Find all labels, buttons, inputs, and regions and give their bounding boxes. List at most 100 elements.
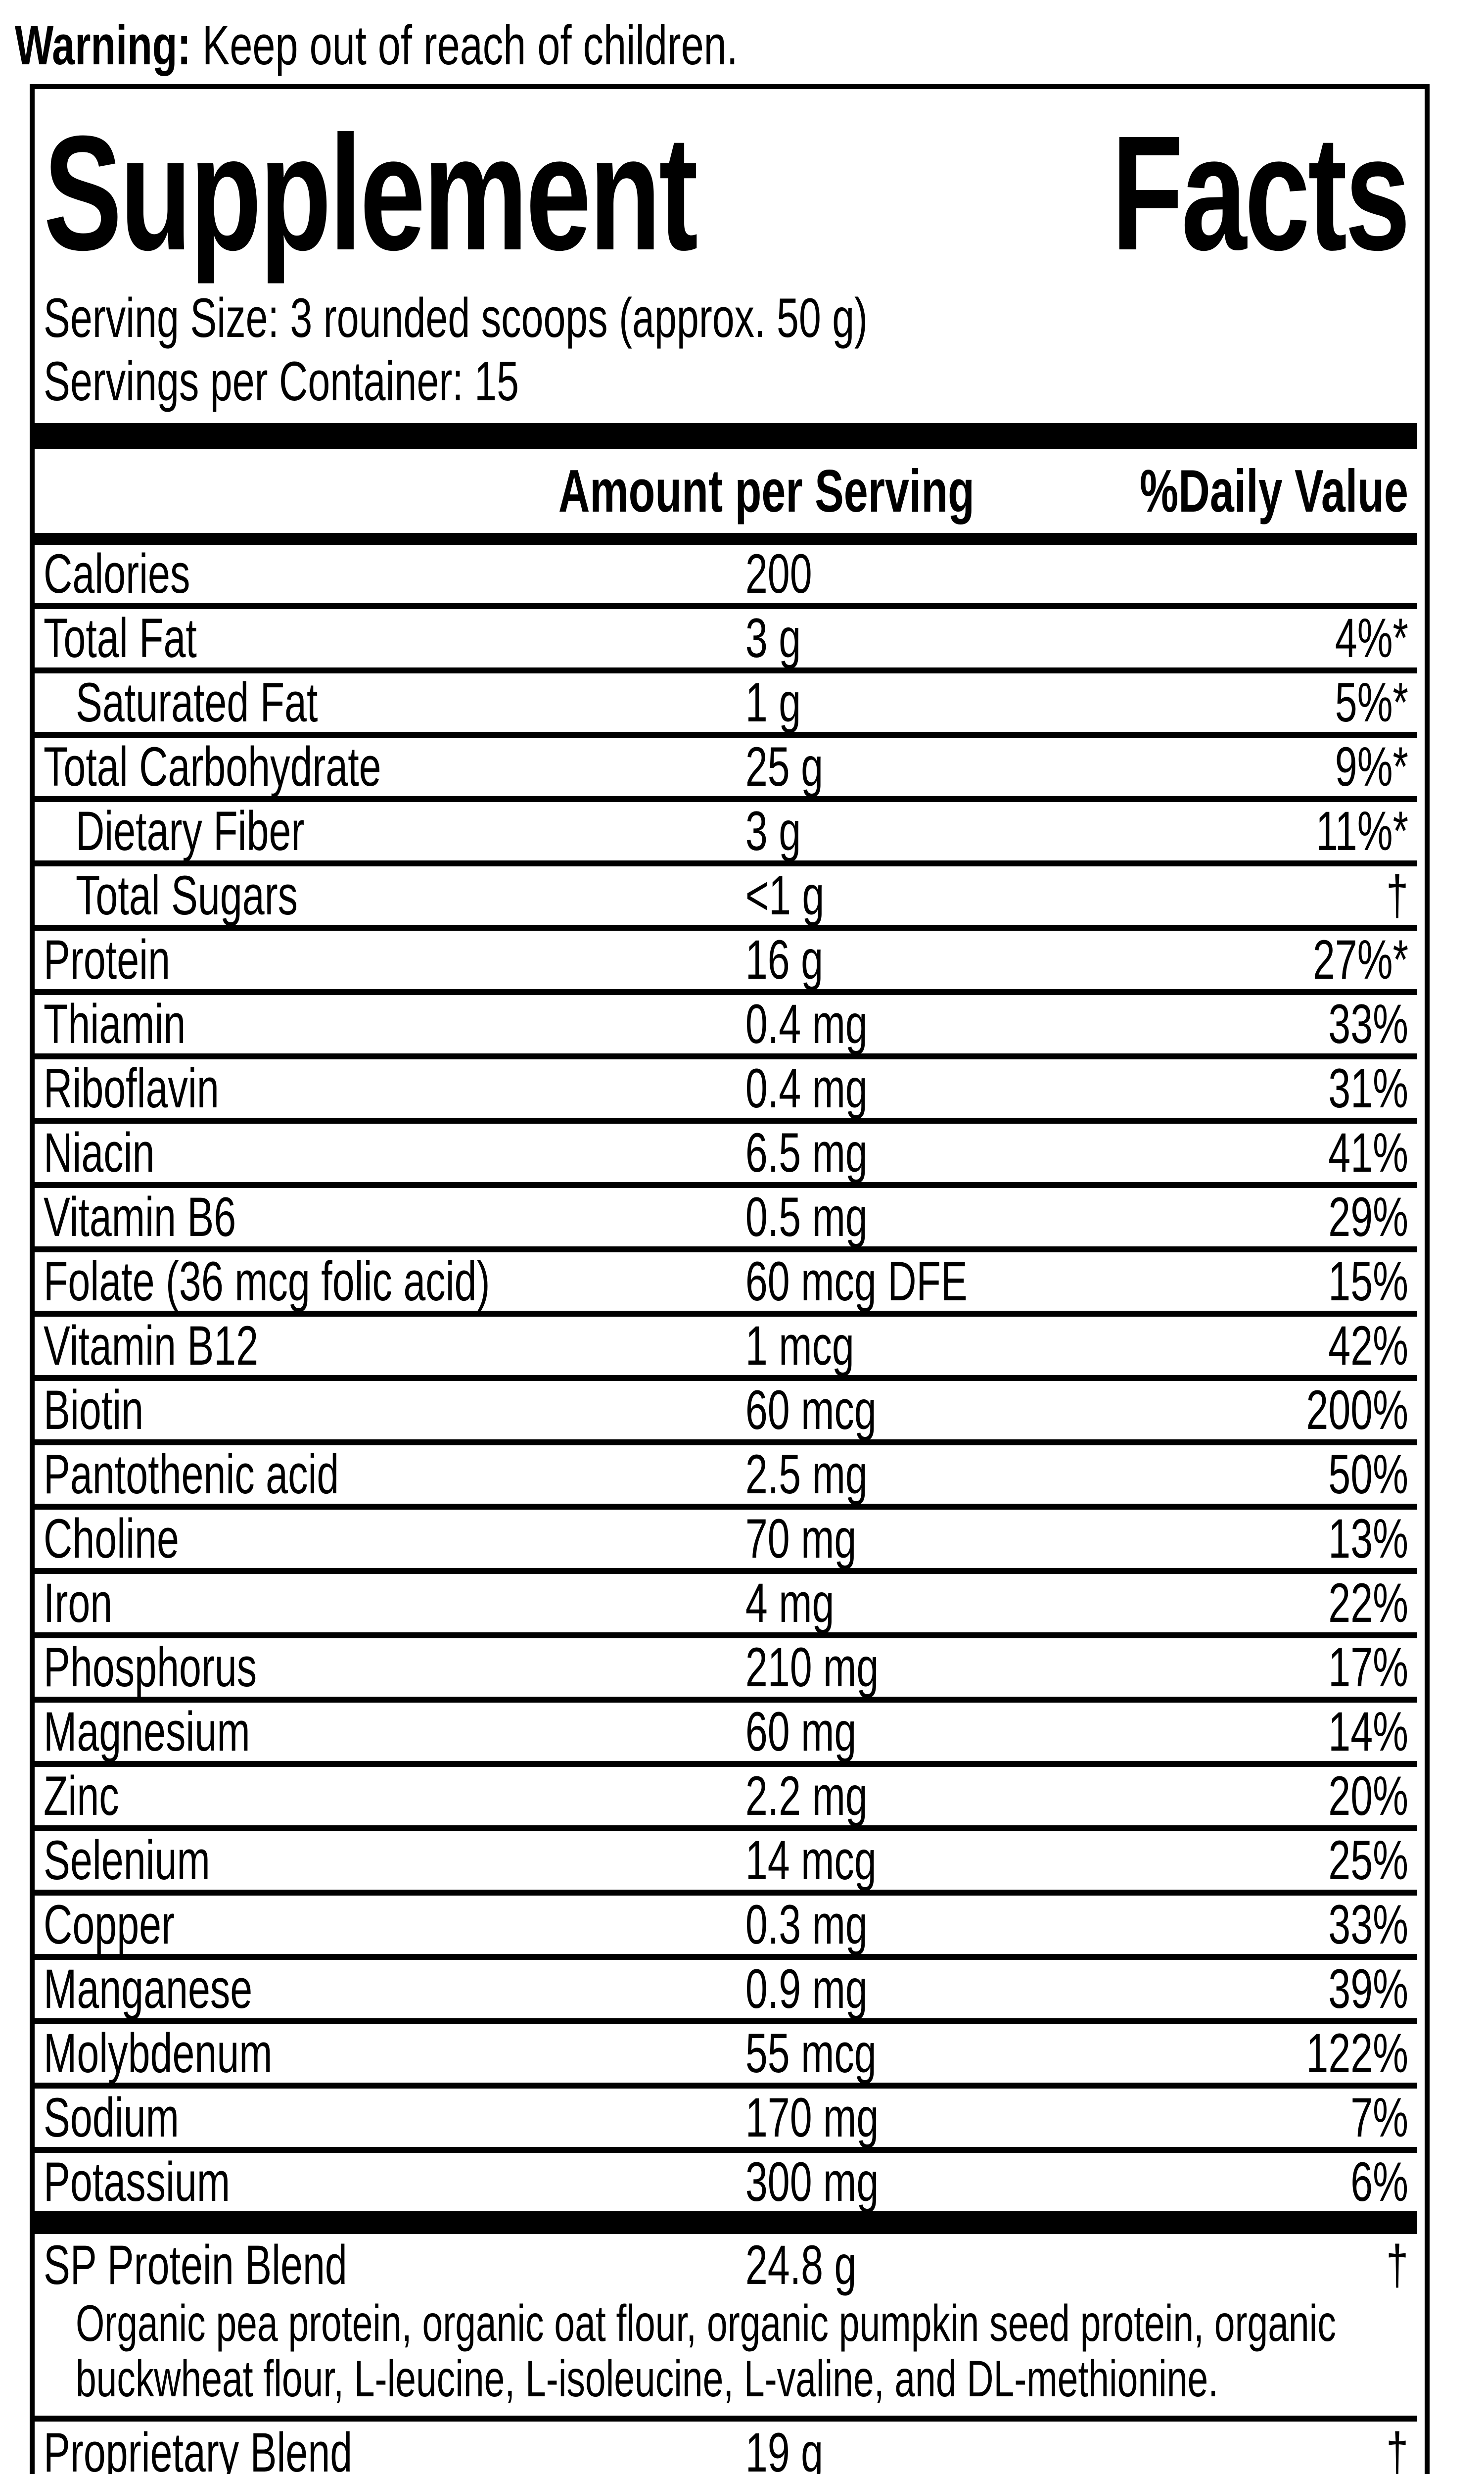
- blend-group: SP Protein Blend 24.8 g † Organic pea prote…: [35, 2234, 1417, 2416]
- nutrient-daily-value: 5%*: [1335, 671, 1409, 733]
- nutrient-name: Biotin: [44, 1379, 144, 1441]
- serving-size: Serving Size: 3 rounded scoops (approx. …: [44, 287, 868, 349]
- nutrient-daily-value: 17%: [1328, 1636, 1409, 1698]
- table-row: Protein 16 g 27%*: [35, 929, 1418, 995]
- nutrient-name: Folate (36 mcg folic acid): [44, 1250, 490, 1312]
- nutrient-daily-value: 50%: [1328, 1443, 1409, 1505]
- nutrient-daily-value: 41%: [1328, 1122, 1409, 1184]
- table-row: Niacin 6.5 mg 41%: [35, 1122, 1418, 1188]
- nutrient-amount: 2.2 mg: [745, 1765, 868, 1827]
- blend-row: Proprietary Blend 19 g †: [35, 2422, 1417, 2474]
- nutrient-name: Zinc: [44, 1765, 119, 1827]
- nutrient-name: Thiamin: [44, 993, 186, 1055]
- nutrient-daily-value: 13%: [1328, 1508, 1409, 1570]
- nutrient-amount: 14 mcg: [745, 1829, 877, 1891]
- table-row: Vitamin B12 1 mcg 42%: [35, 1315, 1418, 1381]
- nutrient-daily-value: 31%: [1328, 1057, 1409, 1119]
- nutrient-daily-value: 27%*: [1312, 929, 1409, 991]
- nutrient-name: Total Carbohydrate: [44, 736, 381, 798]
- nutrient-name: Protein: [44, 929, 171, 991]
- column-header-amount: Amount per Serving: [558, 457, 974, 524]
- table-row: Iron 4 mg 22%: [35, 1572, 1418, 1638]
- nutrient-amount: 2.5 mg: [745, 1443, 868, 1505]
- blend-ingredients: Organic pea protein, organic oat flour, …: [75, 2295, 1336, 2408]
- nutrient-amount: 0.5 mg: [745, 1186, 868, 1248]
- nutrient-name: Molybdenum: [44, 2022, 273, 2084]
- table-row: Total Carbohydrate 25 g 9%*: [35, 736, 1418, 802]
- table-row: Copper 0.3 mg 33%: [35, 1894, 1418, 1960]
- nutrient-daily-value: 25%: [1328, 1829, 1409, 1891]
- nutrient-daily-value: 22%: [1328, 1572, 1409, 1634]
- nutrient-name: Dietary Fiber: [75, 800, 305, 862]
- table-row: Potassium 300 mg 6%: [35, 2153, 1417, 2211]
- table-row: Manganese 0.9 mg 39%: [35, 1958, 1418, 2024]
- nutrient-name: Vitamin B12: [44, 1315, 259, 1377]
- nutrient-amount: 60 mg: [745, 1701, 857, 1762]
- nutrient-name: Selenium: [44, 1829, 210, 1891]
- nutrient-daily-value: 33%: [1328, 1894, 1409, 1955]
- nutrient-amount: 60 mcg DFE: [745, 1250, 968, 1312]
- nutrient-daily-value: 42%: [1328, 1315, 1409, 1377]
- table-row: Dietary Fiber 3 g 11%*: [35, 800, 1418, 866]
- table-row: Pantothenic acid 2.5 mg 50%: [35, 1443, 1418, 1510]
- panel-content: Supplement Facts Serving Size: 3 rounded…: [35, 101, 1418, 2474]
- table-row: Calories 200: [35, 543, 1418, 609]
- table-row: Riboflavin 0.4 mg 31%: [35, 1057, 1418, 1124]
- table-row: Biotin 60 mcg 200%: [35, 1379, 1418, 1445]
- table-row: Choline 70 mg 13%: [35, 1508, 1418, 1574]
- nutrient-name: Magnesium: [44, 1701, 250, 1762]
- table-row: Saturated Fat 1 g 5%*: [35, 671, 1418, 738]
- nutrient-amount: 1 g: [745, 671, 801, 733]
- nutrient-amount: 210 mg: [745, 1636, 879, 1698]
- blend-daily-value: †: [1386, 2234, 1409, 2296]
- nutrient-daily-value: 200%: [1306, 1379, 1409, 1441]
- blend-row: SP Protein Blend 24.8 g †: [35, 2234, 1417, 2296]
- nutrient-daily-value: 15%: [1328, 1250, 1409, 1312]
- column-header-daily-value: %Daily Value: [1140, 457, 1409, 524]
- nutrient-amount: 3 g: [745, 607, 801, 669]
- table-row: Zinc 2.2 mg 20%: [35, 1765, 1418, 1831]
- nutrient-daily-value: 11%*: [1315, 800, 1409, 862]
- nutrient-daily-value: 14%: [1328, 1701, 1409, 1762]
- nutrient-amount: 6.5 mg: [745, 1122, 868, 1184]
- nutrient-amount: 4 mg: [745, 1572, 835, 1634]
- table-header: Amount per Serving %Daily Value: [35, 449, 1417, 533]
- nutrient-daily-value: 33%: [1328, 993, 1409, 1055]
- nutrient-name: Pantothenic acid: [44, 1443, 339, 1505]
- nutrient-amount: 55 mcg: [745, 2022, 877, 2084]
- servings-per-container: Servings per Container: 15: [44, 350, 519, 412]
- nutrient-amount: 70 mg: [745, 1508, 857, 1570]
- table-row: Total Fat 3 g 4%*: [35, 607, 1418, 673]
- blend-section: SP Protein Blend 24.8 g † Organic pea prote…: [35, 2234, 1418, 2474]
- nutrient-amount: 200: [745, 543, 812, 605]
- nutrient-daily-value: 20%: [1328, 1765, 1409, 1827]
- nutrient-daily-value: 6%: [1350, 2151, 1409, 2213]
- nutrient-name: Manganese: [44, 1958, 253, 2020]
- nutrient-name: Niacin: [44, 1122, 155, 1184]
- nutrient-table: Calories 200 Total Fat 3 g 4%* Saturated Fat 1…: [35, 543, 1418, 2211]
- nutrient-name: Calories: [44, 543, 190, 605]
- blend-daily-value: †: [1386, 2422, 1409, 2474]
- blend-name: Proprietary Blend: [44, 2422, 353, 2474]
- table-row: Molybdenum 55 mcg 122%: [35, 2022, 1418, 2089]
- nutrient-amount: <1 g: [745, 864, 825, 926]
- panel-title-word-facts: Facts: [1111, 101, 1410, 284]
- nutrient-daily-value: 4%*: [1335, 607, 1409, 669]
- nutrient-name: Potassium: [44, 2151, 231, 2213]
- nutrient-name: Riboflavin: [44, 1057, 219, 1119]
- table-row: Folate (36 mcg folic acid) 60 mcg DFE 15%: [35, 1250, 1418, 1317]
- nutrient-amount: 0.3 mg: [745, 1894, 868, 1955]
- warning-label: Warning:: [15, 14, 191, 76]
- nutrient-name: Vitamin B6: [44, 1186, 236, 1248]
- nutrient-amount: 16 g: [745, 929, 824, 991]
- nutrient-amount: 300 mg: [745, 2151, 879, 2213]
- table-row: Sodium 170 mg 7%: [35, 2087, 1418, 2153]
- nutrient-name: Copper: [44, 1894, 175, 1955]
- nutrient-daily-value: 7%: [1350, 2087, 1409, 2148]
- nutrient-name: Saturated Fat: [75, 671, 318, 733]
- table-row: Thiamin 0.4 mg 33%: [35, 993, 1418, 1059]
- nutrient-name: Total Sugars: [75, 864, 298, 926]
- divider-below-header: [35, 533, 1418, 545]
- nutrient-amount: 3 g: [745, 800, 801, 862]
